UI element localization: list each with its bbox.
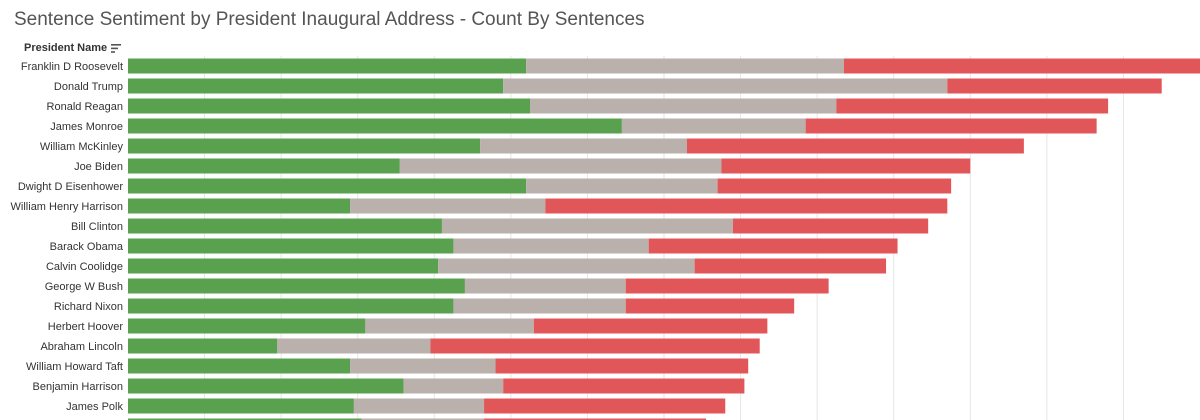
row-label: Ronald Reagan: [47, 101, 123, 113]
bar-segment-negative[interactable]: [721, 159, 970, 174]
bar-segment-neutral[interactable]: [277, 339, 430, 354]
bar-segment-negative[interactable]: [649, 239, 898, 254]
bar-segment-positive[interactable]: [128, 59, 526, 74]
bar-segment-negative[interactable]: [947, 79, 1161, 94]
bar-segment-positive[interactable]: [128, 79, 503, 94]
bar-segment-neutral[interactable]: [453, 239, 648, 254]
row-label: Dwight D Eisenhower: [18, 181, 123, 193]
bar-segment-negative[interactable]: [718, 179, 952, 194]
bar-segment-positive[interactable]: [128, 379, 404, 394]
bar-segment-negative[interactable]: [503, 379, 744, 394]
bar-segment-positive[interactable]: [128, 299, 453, 314]
row-label: William Howard Taft: [26, 361, 123, 373]
bar-segment-neutral[interactable]: [404, 379, 504, 394]
bar-segment-neutral[interactable]: [465, 279, 626, 294]
row-label: James Monroe: [50, 121, 123, 133]
bar-segment-positive[interactable]: [128, 119, 622, 134]
bar-segment-positive[interactable]: [128, 199, 350, 214]
bar-segment-negative[interactable]: [496, 359, 749, 374]
bar-segment-positive[interactable]: [128, 319, 365, 334]
bar-segment-neutral[interactable]: [530, 99, 836, 114]
bar-segment-negative[interactable]: [534, 319, 768, 334]
bar-segment-neutral[interactable]: [526, 59, 844, 74]
row-label: Benjamin Harrison: [33, 381, 123, 393]
bar-segment-neutral[interactable]: [622, 119, 806, 134]
bar-segment-positive[interactable]: [128, 359, 350, 374]
bar-segment-neutral[interactable]: [350, 199, 545, 214]
bar-segment-positive[interactable]: [128, 339, 277, 354]
row-label: Calvin Coolidge: [46, 261, 123, 273]
bar-segment-positive[interactable]: [128, 159, 400, 174]
bar-segment-neutral[interactable]: [526, 179, 717, 194]
row-label: Abraham Lincoln: [40, 341, 123, 353]
bar-segment-neutral[interactable]: [503, 79, 947, 94]
row-label: Bill Clinton: [71, 221, 123, 233]
bar-segment-positive[interactable]: [128, 99, 530, 114]
bar-segment-negative[interactable]: [695, 259, 886, 274]
bar-segment-positive[interactable]: [128, 279, 465, 294]
row-label: William Henry Harrison: [11, 201, 123, 213]
row-label: William McKinley: [40, 141, 124, 153]
bar-segment-negative[interactable]: [733, 219, 928, 234]
bar-segment-positive[interactable]: [128, 219, 442, 234]
bar-segment-positive[interactable]: [128, 239, 453, 254]
bar-segment-negative[interactable]: [844, 59, 1200, 74]
bar-segment-neutral[interactable]: [438, 259, 695, 274]
bar-segment-negative[interactable]: [836, 99, 1108, 114]
row-label: Richard Nixon: [54, 301, 123, 313]
row-label: George W Bush: [45, 281, 123, 293]
bar-segment-positive[interactable]: [128, 399, 354, 414]
bar-segment-neutral[interactable]: [354, 399, 484, 414]
bar-segment-neutral[interactable]: [453, 299, 625, 314]
bar-segment-negative[interactable]: [687, 139, 1024, 154]
bar-segment-negative[interactable]: [626, 299, 794, 314]
row-label: Joe Biden: [74, 161, 123, 173]
row-label: Herbert Hoover: [48, 321, 124, 333]
bar-segment-negative[interactable]: [430, 339, 759, 354]
bar-segment-positive[interactable]: [128, 139, 480, 154]
bar-segment-neutral[interactable]: [442, 219, 733, 234]
row-label: James Polk: [66, 401, 123, 413]
row-label: Donald Trump: [54, 81, 123, 93]
bar-segment-negative[interactable]: [545, 199, 947, 214]
bar-segment-positive[interactable]: [128, 259, 438, 274]
bar-segment-neutral[interactable]: [400, 159, 722, 174]
bar-segment-negative[interactable]: [484, 399, 725, 414]
bar-segment-neutral[interactable]: [365, 319, 533, 334]
row-label: Barack Obama: [50, 241, 124, 253]
bar-segment-negative[interactable]: [626, 279, 829, 294]
bar-segment-neutral[interactable]: [350, 359, 495, 374]
row-label: Franklin D Roosevelt: [21, 61, 123, 73]
bar-segment-positive[interactable]: [128, 179, 526, 194]
bar-segment-neutral[interactable]: [480, 139, 687, 154]
bar-segment-negative[interactable]: [806, 119, 1097, 134]
